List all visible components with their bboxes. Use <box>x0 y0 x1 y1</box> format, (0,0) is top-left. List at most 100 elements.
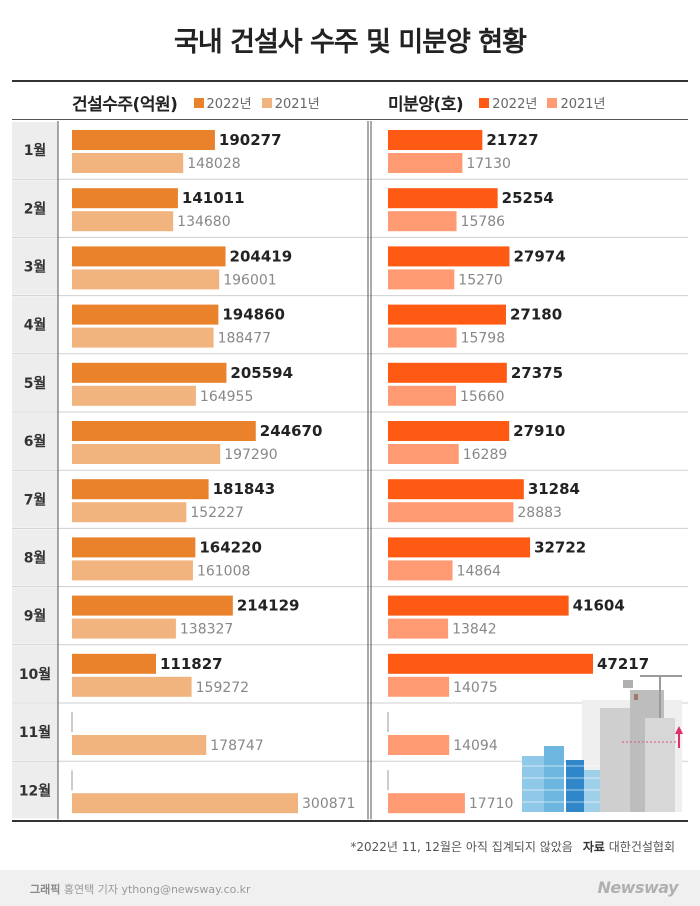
unsold-2022-bar-10 <box>388 653 593 674</box>
newsway-logo: Newsway <box>597 878 678 897</box>
orders-2021-value-5: 164955 <box>200 389 253 405</box>
unsold-2021-value-10: 14075 <box>453 680 498 696</box>
unsold-2022-bar-9 <box>388 595 569 616</box>
month-label-7: 7월 <box>24 491 47 508</box>
buildings-illustration <box>522 675 683 812</box>
month-label-bg-11 <box>12 704 58 761</box>
unsold-2022-bar-5 <box>388 362 507 383</box>
unsold-2021-value-5: 15660 <box>460 389 505 405</box>
unsold-2021-value-6: 16289 <box>463 447 508 463</box>
unsold-2022-value-7: 31284 <box>528 480 580 498</box>
orders-2021-bar-6 <box>72 444 221 464</box>
unsold-2022-value-2: 25254 <box>502 189 554 207</box>
month-label-3: 3월 <box>24 259 47 276</box>
chart-title: 국내 건설사 수주 및 미분양 현황 <box>174 27 527 58</box>
orders-2021-value-2: 134680 <box>177 214 230 230</box>
unsold-2021-value-12: 17710 <box>469 796 514 812</box>
orders-2022-bar-6 <box>72 421 256 441</box>
orders-2021-value-8: 161008 <box>197 563 250 579</box>
unsold-2021-value-4: 15798 <box>461 331 506 347</box>
unsold-2021-bar-9 <box>388 618 449 639</box>
legend-label-unsold-2021: 2021년 <box>560 97 606 112</box>
unsold-2022-bar-8 <box>388 537 531 558</box>
orders-2021-bar-5 <box>72 385 196 406</box>
orders-2022-bar-5 <box>72 362 227 383</box>
month-label-8: 8월 <box>24 550 47 567</box>
month-label-2: 2월 <box>24 200 47 217</box>
month-label-bg-4 <box>12 296 58 353</box>
orders-2022-value-7: 181843 <box>213 480 276 498</box>
unsold-2021-value-9: 13842 <box>452 622 497 638</box>
orders-legend-title: 건설수주(억원) <box>72 95 178 115</box>
unsold-2021-value-11: 14094 <box>453 738 498 754</box>
unsold-2022-value-4: 27180 <box>510 306 562 324</box>
legend-label-orders-2021: 2021년 <box>274 97 320 112</box>
unsold-2022-value-10: 47217 <box>597 655 649 673</box>
footnote-text: *2022년 11, 12월은 아직 집계되지 않았음 <box>350 840 573 854</box>
orders-2022-bar-8 <box>72 537 196 558</box>
unsold-2022-value-1: 21727 <box>486 131 538 149</box>
orders-2022-value-1: 190277 <box>219 131 282 149</box>
month-label-9: 9월 <box>24 608 47 625</box>
bottom-rule <box>12 820 688 822</box>
month-label-bg-6 <box>12 413 58 470</box>
month-label-bg-3 <box>12 238 58 295</box>
top-rule <box>12 80 688 82</box>
month-label-6: 6월 <box>24 433 47 450</box>
unsold-2021-bar-11 <box>388 735 450 755</box>
month-label-4: 4월 <box>24 317 47 334</box>
month-label-bg-9 <box>12 587 58 644</box>
month-label-12: 12월 <box>19 782 51 799</box>
unsold-2021-bar-3 <box>388 269 455 290</box>
unsold-2021-value-1: 17130 <box>466 156 511 172</box>
unsold-2021-value-2: 15786 <box>461 214 506 230</box>
month-label-bg-12 <box>12 762 58 819</box>
unsold-2022-bar-1 <box>388 130 483 150</box>
orders-2021-bar-2 <box>72 211 174 232</box>
unsold-2022-value-9: 41604 <box>573 597 625 615</box>
unsold-2021-bar-5 <box>388 385 456 406</box>
unsold-legend-title: 미분양(호) <box>388 95 464 115</box>
unsold-2021-bar-7 <box>388 502 514 523</box>
orders-2022-bar-7 <box>72 479 209 500</box>
orders-2021-value-9: 138327 <box>180 622 233 638</box>
orders-2022-bar-9 <box>72 595 233 616</box>
orders-2021-bar-1 <box>72 153 184 173</box>
unsold-2021-bar-8 <box>388 560 453 581</box>
orders-2022-value-5: 205594 <box>230 364 293 382</box>
orders-2021-bar-8 <box>72 560 193 581</box>
legend-label-orders-2022: 2022년 <box>206 97 252 112</box>
unsold-2022-bar-4 <box>388 304 507 325</box>
orders-2021-value-7: 152227 <box>190 505 243 521</box>
unsold-2021-bar-4 <box>388 327 457 348</box>
orders-legend: 건설수주(억원) 2022년 2021년 <box>72 90 320 115</box>
unsold-2022-value-5: 27375 <box>511 364 563 382</box>
month-label-bg-1 <box>12 122 58 179</box>
orders-2021-value-4: 188477 <box>218 331 271 347</box>
month-label-bg-7 <box>12 471 58 528</box>
legend-swatch-orders-2022 <box>193 97 204 108</box>
source-label: 자료 <box>582 840 605 854</box>
unsold-2021-bar-12 <box>388 793 465 814</box>
orders-2022-value-4: 194860 <box>222 306 285 324</box>
legend-swatch-unsold-2021 <box>547 97 558 108</box>
unsold-2021-bar-10 <box>388 676 450 697</box>
orders-2022-value-9: 214129 <box>237 597 300 615</box>
footnote: *2022년 11, 12월은 아직 집계되지 않았음 자료 대한건설협회 <box>350 838 675 855</box>
orders-2021-value-10: 159272 <box>196 680 249 696</box>
credit-bar: 그래픽 홍연택 기자 ythong@newsway.co.kr Newsway <box>0 870 700 906</box>
month-label-bg-10 <box>12 645 58 702</box>
month-label-bg-2 <box>12 180 58 237</box>
orders-2022-value-2: 141011 <box>182 189 245 207</box>
orders-2021-bar-10 <box>72 676 192 697</box>
credit: 그래픽 홍연택 기자 ythong@newsway.co.kr <box>30 881 251 897</box>
orders-2022-bar-3 <box>72 246 226 267</box>
orders-2021-value-11: 178747 <box>210 738 263 754</box>
unsold-2021-value-7: 28883 <box>517 505 562 521</box>
month-label-10: 10월 <box>19 666 51 683</box>
orders-2021-bar-9 <box>72 618 176 639</box>
month-label-bg-5 <box>12 354 58 411</box>
orders-2022-bar-1 <box>72 130 215 150</box>
orders-2022-bar-10 <box>72 653 156 674</box>
